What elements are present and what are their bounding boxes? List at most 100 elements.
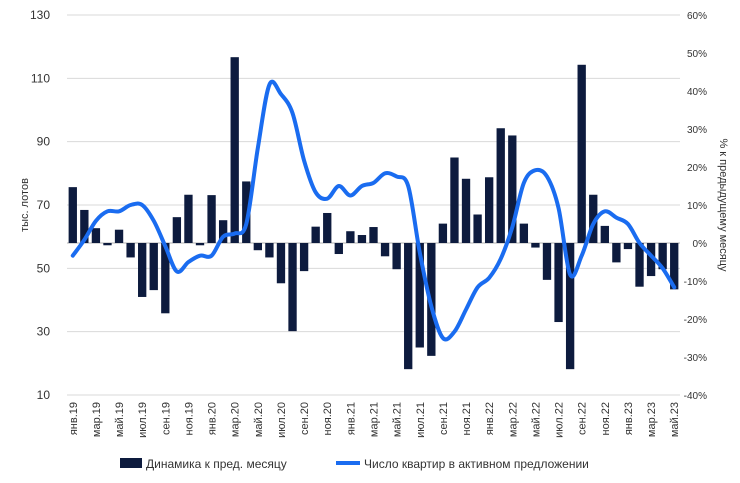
x-tick-label: сен.20 <box>299 402 311 435</box>
right-tick-label: -10% <box>684 277 707 288</box>
bar <box>380 243 390 257</box>
x-tick-label: мар.23 <box>646 402 658 437</box>
bar <box>230 57 239 244</box>
x-tick-label: янв.20 <box>207 402 219 435</box>
right-tick-label: 20% <box>687 163 707 174</box>
right-tick-label: -40% <box>684 391 707 402</box>
x-tick-label: мар.20 <box>230 402 242 437</box>
x-tick-label: мар.21 <box>369 402 381 437</box>
x-tick-label: май.22 <box>530 402 542 437</box>
bar <box>635 243 644 287</box>
bar <box>565 243 575 370</box>
x-tick-label: июл.19 <box>137 402 149 438</box>
bar <box>404 243 413 370</box>
bar <box>496 128 505 243</box>
x-axis-ticks: янв.19 мар.19 май.19 июл.19 сен.19 ноя.19 янв.… <box>68 402 681 438</box>
bar <box>207 195 216 243</box>
legend: Динамика к пред. месяцу Число квартир в … <box>120 457 589 471</box>
left-axis-label: тыс. лотов <box>19 178 31 232</box>
bar <box>600 225 609 243</box>
bar <box>172 217 182 243</box>
bar <box>450 157 459 243</box>
bar <box>311 226 320 243</box>
x-tick-label: май.19 <box>114 402 126 437</box>
x-tick-label: сен.21 <box>438 402 450 435</box>
bar <box>334 243 343 255</box>
bar <box>542 243 552 280</box>
left-tick-label: 70 <box>37 198 51 212</box>
bar <box>369 227 378 243</box>
right-tick-label: 10% <box>687 201 707 212</box>
left-tick-label: 90 <box>37 135 51 149</box>
x-tick-label: мар.19 <box>91 402 103 437</box>
bar <box>68 187 77 243</box>
bar <box>658 243 667 270</box>
right-tick-label: 50% <box>687 49 707 60</box>
legend-bar-label: Динамика к пред. месяцу <box>146 457 287 471</box>
x-tick-label: май.21 <box>392 402 404 437</box>
bar <box>612 243 621 263</box>
bar <box>161 243 170 314</box>
line-series <box>70 79 677 342</box>
bar <box>519 223 529 243</box>
bar <box>461 178 471 243</box>
right-axis-label: % к предыдущему месяцу <box>717 138 729 272</box>
bar <box>299 243 309 272</box>
right-axis-ticks: -40% -30% -20% -10% 0% 10% 20% 30% 40% 50% 60% <box>684 11 707 402</box>
legend-bar-swatch <box>120 458 142 468</box>
x-tick-label: янв.19 <box>68 402 80 435</box>
right-tick-label: 60% <box>687 11 707 22</box>
bar <box>253 243 263 251</box>
x-tick-label: янв.22 <box>484 402 496 435</box>
right-tick-label: -30% <box>684 353 707 364</box>
bar <box>473 214 482 243</box>
series-line <box>70 79 677 342</box>
bar <box>484 177 494 243</box>
bar <box>91 228 101 243</box>
bar <box>149 243 158 291</box>
bar <box>276 243 286 284</box>
x-tick-label: май.20 <box>253 402 265 437</box>
gridlines <box>67 14 680 396</box>
left-tick-label: 110 <box>31 71 50 85</box>
left-axis-ticks: 10 30 50 70 90 110 130 <box>30 8 50 402</box>
bar <box>531 243 540 248</box>
bar <box>589 194 598 243</box>
bar <box>646 243 656 277</box>
x-tick-label: июл.22 <box>554 402 566 438</box>
bar <box>126 243 135 258</box>
bar <box>438 223 448 243</box>
bar-series <box>68 57 679 370</box>
right-tick-label: 30% <box>687 125 707 136</box>
bar <box>138 243 147 297</box>
bar <box>184 194 193 243</box>
x-tick-label: мар.22 <box>507 402 519 437</box>
bar <box>508 135 517 243</box>
left-tick-label: 50 <box>37 261 51 275</box>
bar <box>80 209 89 243</box>
bar <box>114 229 124 243</box>
x-tick-label: ноя.21 <box>461 402 473 435</box>
bar <box>670 243 679 290</box>
bar <box>415 243 424 348</box>
left-tick-label: 30 <box>37 325 51 339</box>
left-tick-label: 130 <box>30 8 50 22</box>
bar <box>195 243 205 246</box>
right-tick-label: 0% <box>693 239 708 250</box>
x-tick-label: сен.22 <box>577 402 589 435</box>
bar <box>346 231 355 243</box>
legend-line-label: Число квартир в активном предложении <box>364 457 589 471</box>
x-tick-label: янв.23 <box>623 402 635 435</box>
right-tick-label: 40% <box>687 87 707 98</box>
x-tick-label: ноя.19 <box>183 402 195 435</box>
x-tick-label: сен.19 <box>160 402 172 435</box>
bar <box>103 243 112 246</box>
x-tick-label: май.23 <box>669 402 681 437</box>
bar <box>323 212 332 243</box>
x-tick-label: ноя.22 <box>600 402 612 435</box>
bar <box>265 243 274 258</box>
x-tick-label: июл.20 <box>276 402 288 438</box>
bar <box>554 243 563 323</box>
x-tick-label: июл.21 <box>415 402 427 438</box>
